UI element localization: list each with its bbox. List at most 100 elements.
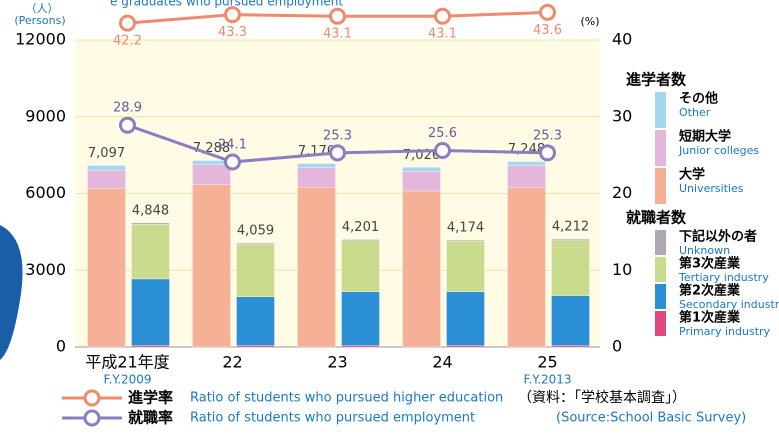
bar-segment — [132, 223, 170, 224]
legend-label: その他 — [679, 91, 718, 107]
y2-tick-label: 40 — [612, 30, 632, 49]
bar-segment — [237, 244, 275, 296]
x-tick-label: 24 — [432, 353, 452, 372]
total-label: 4,201 — [342, 220, 379, 235]
bar-segment — [237, 297, 275, 346]
line-point — [121, 16, 135, 30]
bar-segment — [298, 168, 336, 187]
bar-segment — [403, 167, 441, 171]
line-point — [436, 144, 450, 158]
bar-segment — [298, 187, 336, 347]
bar-segment — [552, 241, 590, 296]
decoration — [0, 225, 23, 360]
y2-tick-label: 10 — [612, 260, 632, 279]
bar-segment — [447, 345, 485, 347]
source-en: (Source:School Basic Survey) — [556, 411, 746, 426]
legend-label-en: Junior colleges — [678, 144, 759, 157]
y-tick-label: 9000 — [25, 106, 66, 125]
x-tick-label: 23 — [327, 353, 347, 372]
bar-segment — [88, 188, 126, 347]
line-point — [331, 146, 345, 160]
bar-segment — [403, 171, 441, 191]
legend-swatch — [655, 130, 666, 166]
y-tick-label: 3000 — [25, 260, 66, 279]
source: （資料：「学校基本調査」） — [518, 389, 686, 406]
total-label: 7,097 — [88, 146, 125, 161]
total-label: 4,174 — [447, 221, 484, 236]
line-point — [331, 9, 345, 23]
legend-label-en: Universities — [679, 182, 744, 195]
legend-swatch — [655, 230, 666, 255]
line-value-label: 25.3 — [323, 128, 352, 143]
x-tick-label: 平成21年度 — [85, 353, 169, 372]
legend-label: 第3次産業 — [679, 256, 741, 272]
bar-segment — [447, 241, 485, 291]
y-tick-label: 6000 — [25, 183, 66, 202]
legend-label: 下記以外の者 — [679, 229, 757, 245]
legend-label-en: Primary industry — [679, 325, 771, 338]
bar-segment — [447, 240, 485, 241]
bar-segment — [508, 187, 546, 347]
legend-label-en: Tertiary industry — [678, 271, 769, 284]
bar-segment — [508, 166, 546, 187]
chart: e graduates who pursued employment （人） (… — [0, 0, 779, 434]
legend-label-en: Secondary industry — [679, 298, 779, 311]
line-point — [541, 5, 555, 19]
bar-segment — [552, 239, 590, 240]
y2-axis-label: (%) — [580, 15, 599, 28]
y-axis-unit: (Persons) — [14, 14, 65, 27]
legend-title: 進学者数 — [626, 71, 687, 89]
bar-segment — [552, 345, 590, 347]
legend-label: 第2次産業 — [679, 283, 741, 299]
y-tick-label: 12000 — [15, 30, 66, 49]
x-tick-label: 22 — [222, 353, 242, 372]
bar-segment — [88, 165, 126, 170]
y2-tick-label: 20 — [612, 183, 632, 202]
legend-swatch — [655, 92, 666, 128]
x-tick-sublabel: F.Y.2013 — [523, 373, 571, 387]
bar-segment — [237, 345, 275, 347]
legend-label: 大学 — [679, 167, 705, 183]
line-point — [226, 8, 240, 22]
legend-label-en: Ratio of students who pursued higher edu… — [190, 391, 503, 406]
bar-segment — [237, 243, 275, 244]
legend-swatch — [655, 311, 666, 336]
legend-swatch — [655, 168, 666, 204]
y-tick-label: 0 — [56, 337, 66, 356]
legend-title: 就職者数 — [626, 209, 687, 227]
legend-label: 就職率 — [128, 409, 173, 427]
line-point — [121, 118, 135, 132]
legend-label-en: Other — [679, 106, 711, 119]
bar-segment — [298, 164, 336, 168]
line-value-label: 42.2 — [113, 34, 142, 49]
bar-segment — [552, 296, 590, 346]
bar-segment — [132, 279, 170, 346]
legend-label: 第1次産業 — [679, 310, 741, 326]
line-value-label: 43.1 — [428, 27, 457, 42]
bar-segment — [132, 345, 170, 347]
line-value-label: 43.1 — [323, 27, 352, 42]
legend-label: 短期大学 — [679, 129, 731, 145]
bar-segment — [342, 240, 380, 241]
bar-segment — [342, 241, 380, 292]
line-value-label: 24.1 — [218, 138, 247, 153]
legend-marker — [85, 391, 99, 405]
legend-label-en: Ratio of students who pursued employment — [190, 411, 475, 426]
line-value-label: 43.3 — [218, 25, 247, 40]
y2-tick-label: 0 — [612, 337, 622, 356]
bar-segment — [88, 170, 126, 188]
line-value-label: 25.3 — [533, 128, 562, 143]
chart-title: e graduates who pursued employment — [110, 0, 343, 9]
line-point — [541, 146, 555, 160]
page: e graduates who pursued employment （人） (… — [0, 0, 779, 434]
bar-segment — [193, 185, 231, 347]
legend-marker — [85, 411, 99, 425]
bar-segment — [342, 345, 380, 347]
bar-segment — [403, 191, 441, 347]
bar-segment — [447, 292, 485, 346]
x-tick-label: 25 — [537, 353, 557, 372]
total-label: 4,059 — [237, 224, 274, 239]
total-label: 4,848 — [132, 203, 169, 218]
total-label: 4,212 — [552, 220, 589, 235]
y2-tick-label: 30 — [612, 106, 632, 125]
